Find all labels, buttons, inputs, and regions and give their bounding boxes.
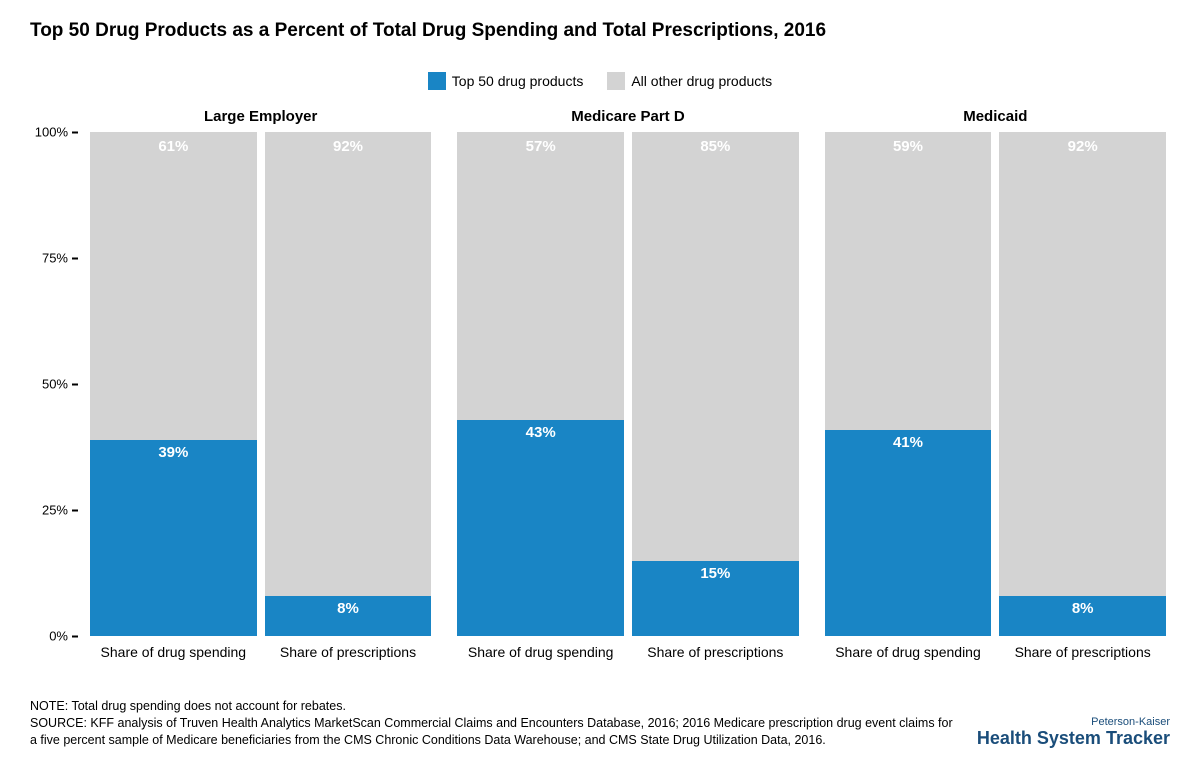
bar: 43%57%	[457, 132, 624, 636]
bar: 8%92%	[999, 132, 1166, 636]
y-tick: 0%	[49, 629, 78, 644]
plot: 43%57%15%85%	[453, 132, 802, 636]
panel-title: Large Employer	[86, 108, 435, 132]
y-tick: 100%	[35, 125, 78, 140]
chart-title: Top 50 Drug Products as a Percent of Tot…	[30, 20, 1170, 42]
x-label: Share of drug spending	[457, 644, 624, 686]
legend-label-top50: Top 50 drug products	[452, 73, 584, 89]
legend-swatch-other	[607, 72, 625, 90]
bar: 41%59%	[825, 132, 992, 636]
brand: Peterson-Kaiser Health System Tracker	[977, 716, 1170, 749]
plot: 41%59%8%92%	[821, 132, 1170, 636]
legend-swatch-top50	[428, 72, 446, 90]
x-labels: Share of drug spendingShare of prescript…	[453, 636, 802, 686]
x-label: Share of prescriptions	[999, 644, 1166, 686]
x-labels: Share of drug spendingShare of prescript…	[86, 636, 435, 686]
panel-title: Medicaid	[821, 108, 1170, 132]
bar-segment-other: 85%	[632, 132, 799, 561]
y-tick: 25%	[42, 503, 78, 518]
bar: 15%85%	[632, 132, 799, 636]
bar-segment-top50: 8%	[265, 596, 432, 636]
bar-segment-other: 92%	[999, 132, 1166, 596]
bar-segment-top50: 15%	[632, 561, 799, 637]
chart-area: 0%25%50%75%100% Large Employer39%61%8%92…	[30, 108, 1170, 686]
bar-segment-top50: 39%	[90, 440, 257, 637]
bar: 39%61%	[90, 132, 257, 636]
footer: NOTE: Total drug spending does not accou…	[30, 698, 1170, 749]
y-tick: 50%	[42, 377, 78, 392]
bar-segment-other: 59%	[825, 132, 992, 430]
brand-line2: Health System Tracker	[977, 728, 1170, 749]
brand-line1: Peterson-Kaiser	[977, 716, 1170, 728]
x-label: Share of prescriptions	[265, 644, 432, 686]
bar-segment-other: 92%	[265, 132, 432, 596]
x-label: Share of drug spending	[90, 644, 257, 686]
bar-segment-other: 61%	[90, 132, 257, 440]
panels: Large Employer39%61%8%92%Share of drug s…	[86, 108, 1170, 686]
panel-title: Medicare Part D	[453, 108, 802, 132]
x-labels: Share of drug spendingShare of prescript…	[821, 636, 1170, 686]
bar-segment-top50: 41%	[825, 430, 992, 637]
bar: 8%92%	[265, 132, 432, 636]
legend-item-top50: Top 50 drug products	[428, 72, 584, 90]
x-label: Share of prescriptions	[632, 644, 799, 686]
legend-label-other: All other drug products	[631, 73, 772, 89]
plot: 39%61%8%92%	[86, 132, 435, 636]
note-text: NOTE: Total drug spending does not accou…	[30, 698, 957, 715]
x-label: Share of drug spending	[825, 644, 992, 686]
bar-segment-top50: 8%	[999, 596, 1166, 636]
panel: Medicare Part D43%57%15%85%Share of drug…	[453, 108, 802, 686]
legend-item-other: All other drug products	[607, 72, 772, 90]
panel: Medicaid41%59%8%92%Share of drug spendin…	[821, 108, 1170, 686]
source-text: SOURCE: KFF analysis of Truven Health An…	[30, 715, 957, 749]
y-tick: 75%	[42, 251, 78, 266]
legend: Top 50 drug products All other drug prod…	[30, 72, 1170, 90]
panel: Large Employer39%61%8%92%Share of drug s…	[86, 108, 435, 686]
bar-segment-other: 57%	[457, 132, 624, 419]
y-axis: 0% 25% 50% 75% 100%	[30, 108, 86, 686]
bar-segment-top50: 43%	[457, 420, 624, 637]
footnotes: NOTE: Total drug spending does not accou…	[30, 698, 957, 749]
